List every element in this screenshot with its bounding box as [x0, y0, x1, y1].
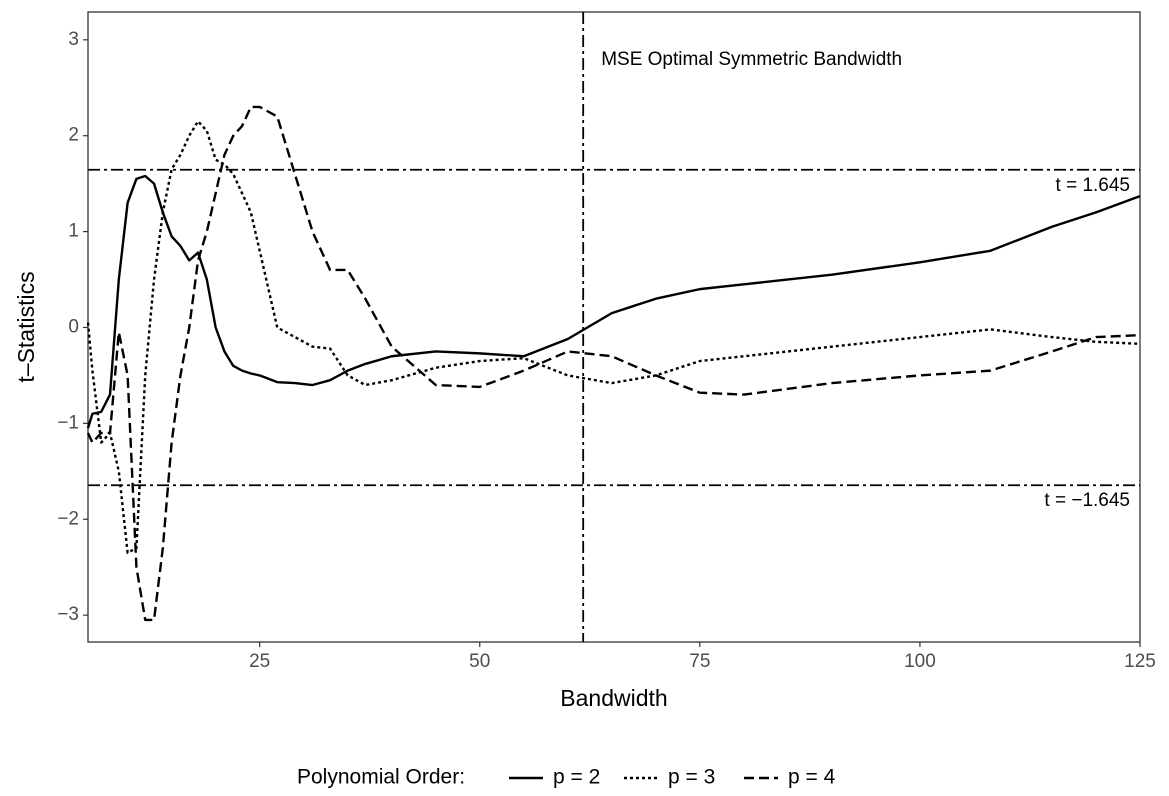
- y-tick-label: 2: [68, 125, 79, 146]
- series-line: [86, 174, 1141, 429]
- plot-panel: [87, 11, 1141, 643]
- y-tick-label: −3: [57, 604, 79, 625]
- reference-label: t = 1.645: [1056, 175, 1130, 196]
- x-axis-title: Bandwidth: [560, 685, 667, 711]
- series-line: [86, 120, 1141, 555]
- legend-label: p = 3: [668, 766, 715, 789]
- reference-label: t = −1.645: [1044, 490, 1130, 511]
- y-tick-label: 3: [68, 29, 79, 50]
- x-tick-label: 50: [469, 651, 490, 672]
- y-tick-label: −2: [57, 508, 79, 529]
- y-tick-label: 1: [68, 221, 79, 242]
- legend-title: Polynomial Order:: [297, 766, 465, 789]
- y-tick-label: −1: [57, 412, 79, 433]
- y-axis-title: t–Statistics: [13, 271, 39, 382]
- legend-label: p = 2: [553, 766, 600, 789]
- reference-label: MSE Optimal Symmetric Bandwidth: [601, 49, 902, 70]
- legend-label: p = 4: [788, 766, 836, 789]
- y-tick-label: 0: [68, 316, 79, 337]
- x-tick-label: 75: [689, 651, 710, 672]
- x-tick-label: 25: [249, 651, 270, 672]
- series-line: [86, 105, 1141, 622]
- x-tick-label: 100: [904, 651, 936, 672]
- x-tick-label: 125: [1124, 651, 1156, 672]
